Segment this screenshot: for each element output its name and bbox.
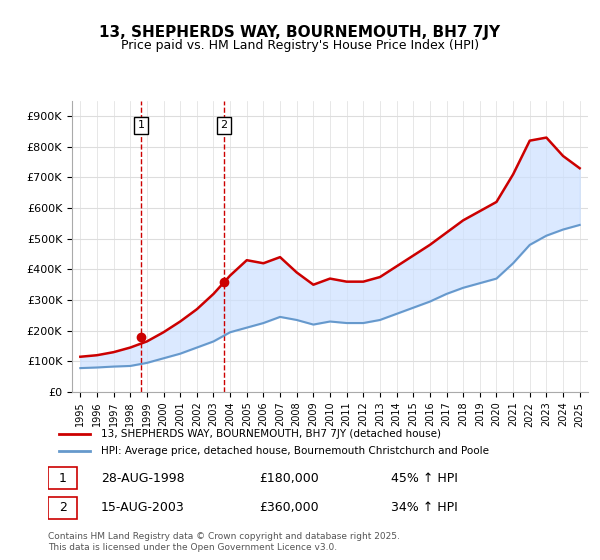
Text: 1: 1 (137, 120, 145, 130)
Text: 45% ↑ HPI: 45% ↑ HPI (391, 472, 458, 485)
Text: 2: 2 (220, 120, 227, 130)
Text: £180,000: £180,000 (259, 472, 319, 485)
Text: 13, SHEPHERDS WAY, BOURNEMOUTH, BH7 7JY: 13, SHEPHERDS WAY, BOURNEMOUTH, BH7 7JY (100, 25, 500, 40)
Text: Contains HM Land Registry data © Crown copyright and database right 2025.
This d: Contains HM Land Registry data © Crown c… (48, 532, 400, 552)
FancyBboxPatch shape (48, 467, 77, 489)
FancyBboxPatch shape (48, 497, 77, 519)
Text: Price paid vs. HM Land Registry's House Price Index (HPI): Price paid vs. HM Land Registry's House … (121, 39, 479, 52)
Text: 2: 2 (59, 501, 67, 514)
Text: 15-AUG-2003: 15-AUG-2003 (101, 501, 185, 514)
Text: 34% ↑ HPI: 34% ↑ HPI (391, 501, 458, 514)
Text: 28-AUG-1998: 28-AUG-1998 (101, 472, 184, 485)
Text: 13, SHEPHERDS WAY, BOURNEMOUTH, BH7 7JY (detached house): 13, SHEPHERDS WAY, BOURNEMOUTH, BH7 7JY … (101, 429, 441, 439)
Text: £360,000: £360,000 (259, 501, 319, 514)
Text: HPI: Average price, detached house, Bournemouth Christchurch and Poole: HPI: Average price, detached house, Bour… (101, 446, 489, 456)
Text: 1: 1 (59, 472, 67, 485)
